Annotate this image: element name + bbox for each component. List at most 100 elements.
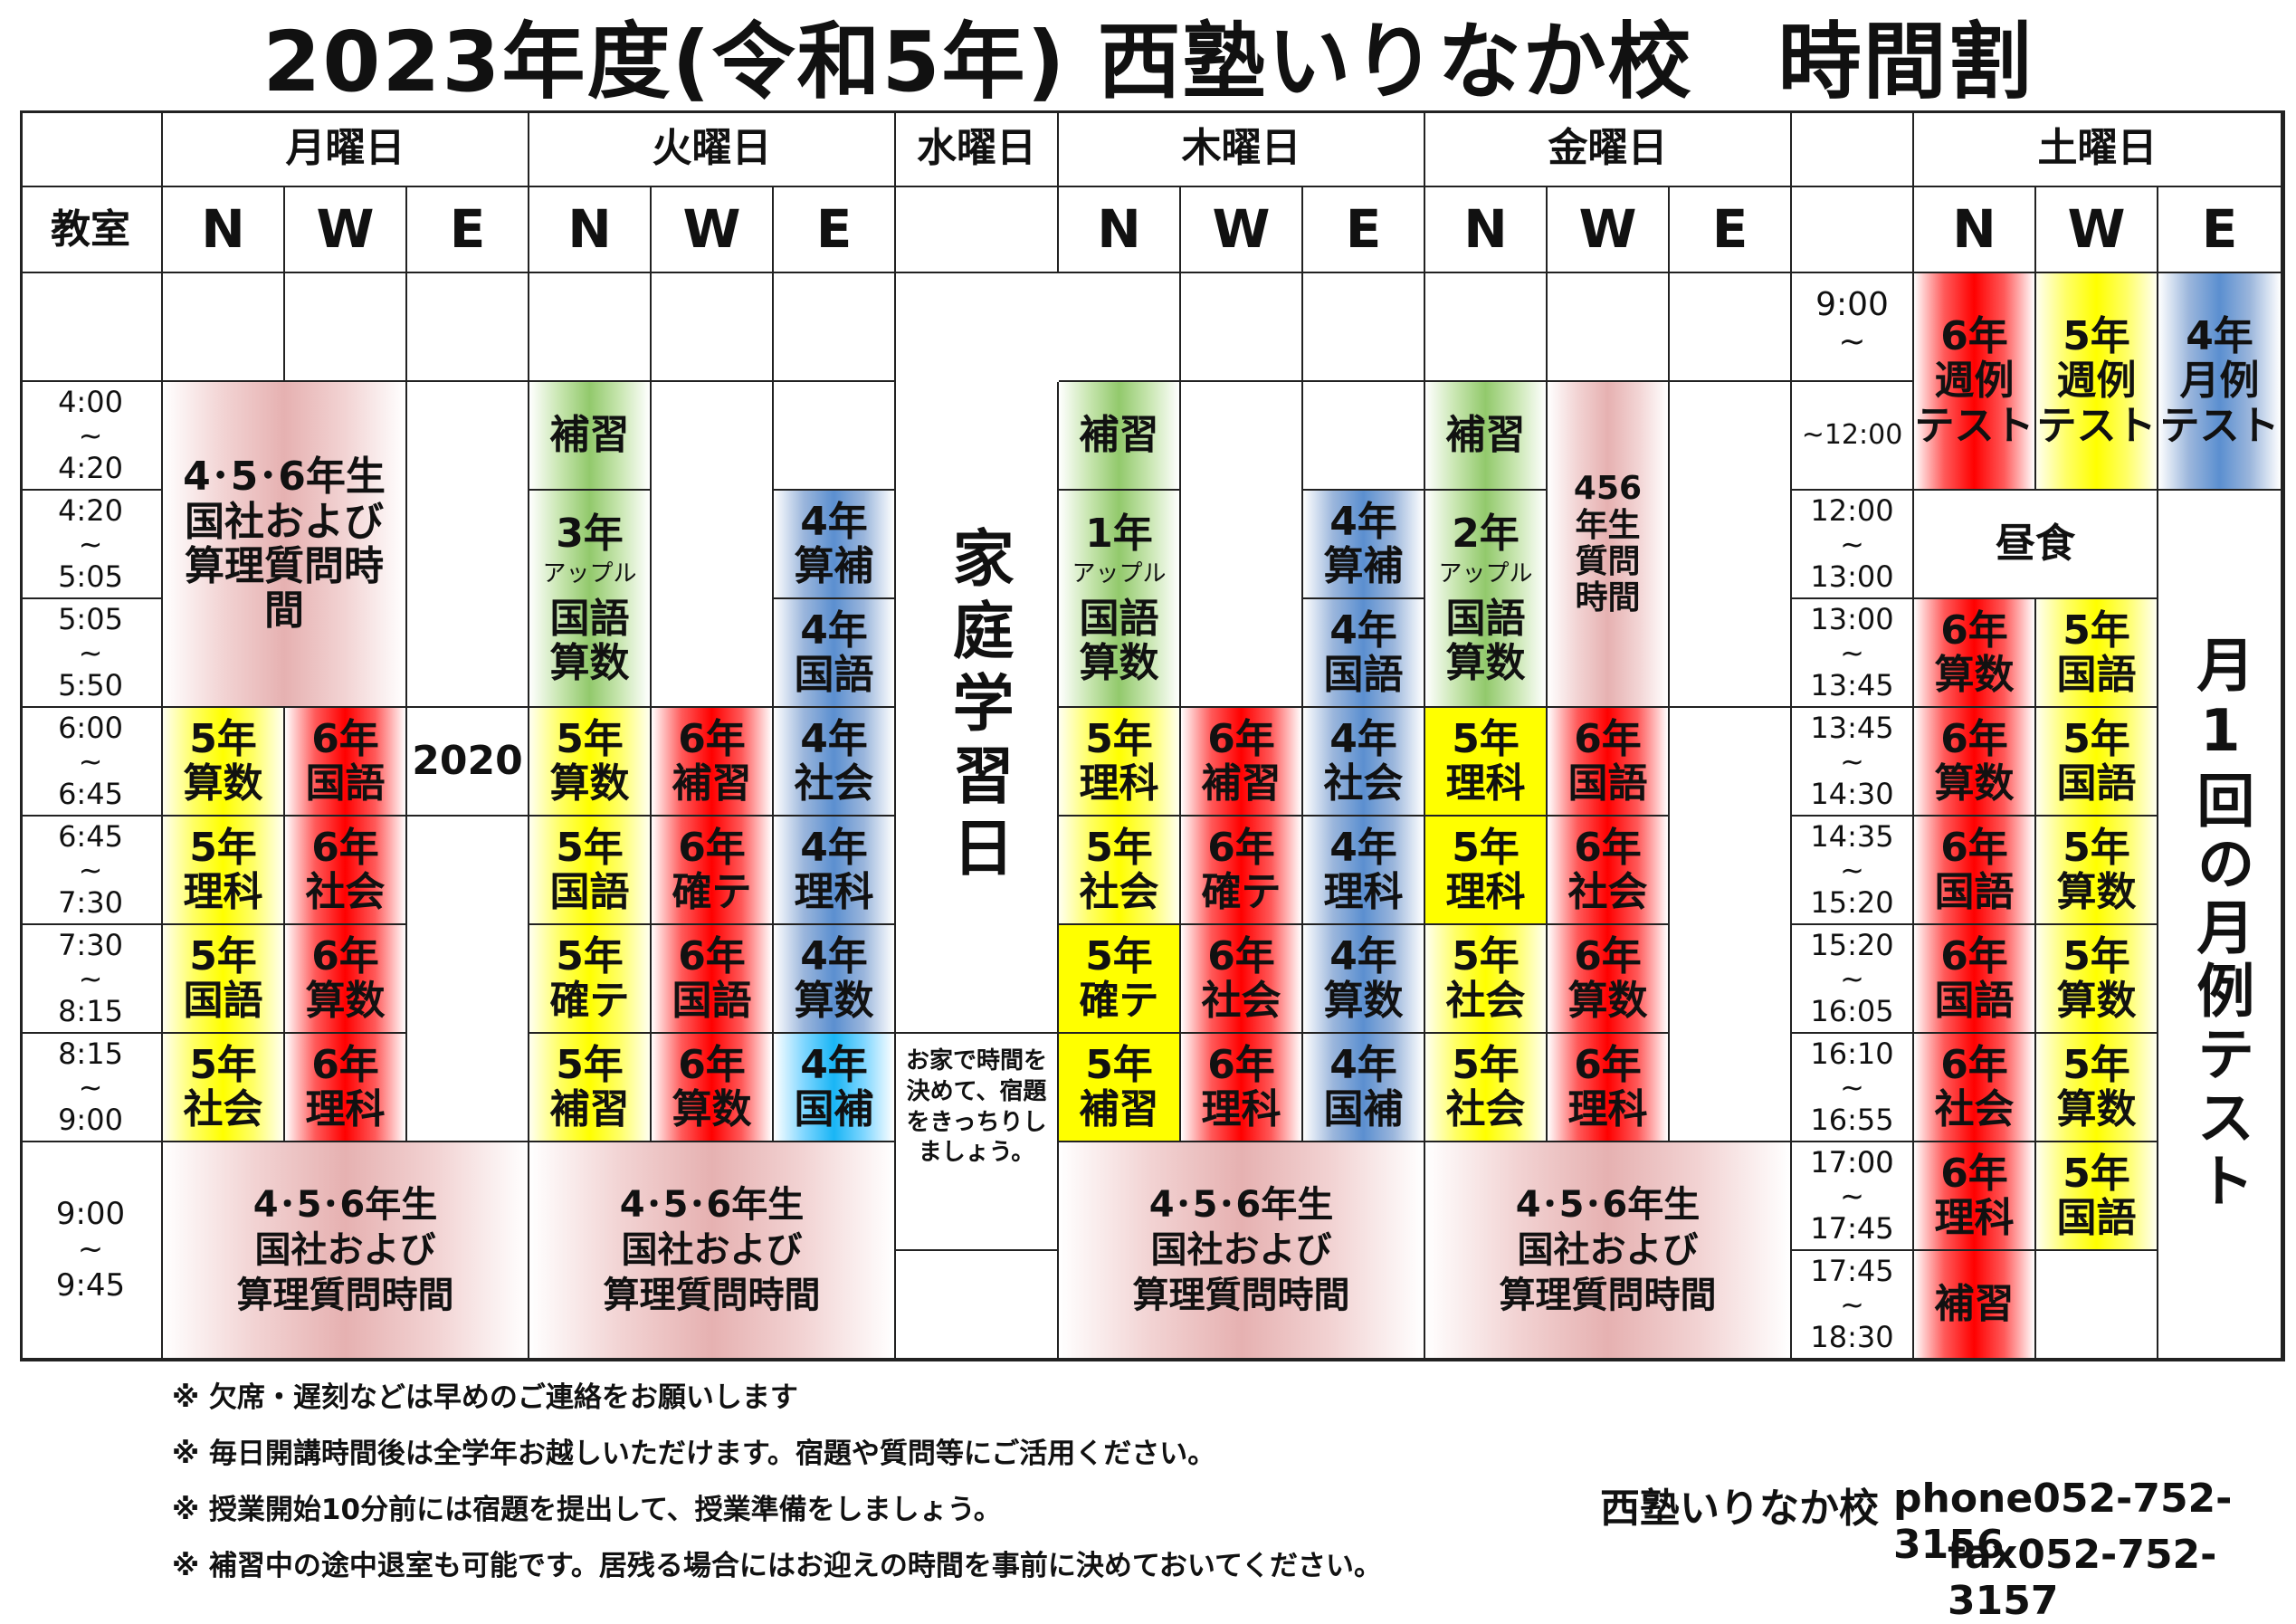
tuesday-e-top: 4年 国語 (774, 599, 896, 708)
contact-fax: fax052-752-3157 (1948, 1532, 2217, 1624)
fri-n-lesson: 5年 理科 (1425, 817, 1548, 925)
fri-w-lesson: 6年 社会 (1548, 817, 1670, 925)
room-w-header: W (2036, 187, 2158, 273)
friday-apple-class: 2年 アップル 国語 算数 (1425, 491, 1548, 708)
time-blank (20, 273, 163, 382)
tue-w-lesson: 6年 国語 (652, 925, 774, 1034)
mon-e-note: 2020 (407, 708, 529, 817)
room-e-header: E (1670, 187, 1792, 273)
room-w-header: W (1181, 187, 1303, 273)
sat-time: 14:35 ~ 15:20 (1792, 817, 1914, 925)
empty-cell (2036, 1251, 2158, 1360)
room-w-header: W (652, 187, 774, 273)
fri-question-bottom: 4･5･6年生 国社および 算理質問時間 (1425, 1142, 1792, 1360)
empty-cell (774, 382, 896, 491)
empty-cell (163, 273, 285, 382)
empty-cell (1670, 708, 1792, 1142)
room-w-header: W (285, 187, 407, 273)
header-blank-sat-time (1792, 110, 1914, 187)
contact-phone: phone052-752-3156 (1893, 1476, 2233, 1568)
day-friday: 金曜日 (1425, 110, 1792, 187)
sat-time: 13:45 ~ 14:30 (1792, 708, 1914, 817)
timetable (20, 110, 2285, 1361)
empty-cell (1670, 382, 1792, 708)
thu-w-lesson: 6年 補習 (1181, 708, 1303, 817)
thu-n-lesson: 5年 確テ (1059, 925, 1181, 1034)
thu-e-lesson: 4年 社会 (1303, 708, 1425, 817)
room-e-header: E (1303, 187, 1425, 273)
room-w-header: W (1548, 187, 1670, 273)
wed-home-study: 家庭学習日 (896, 382, 1059, 1034)
tue-question-bottom: 4･5･6年生 国社および 算理質問時間 (529, 1142, 896, 1360)
fri-w-lesson: 6年 算数 (1548, 925, 1670, 1034)
day-wednesday: 水曜日 (896, 110, 1059, 187)
room-blank-sat-time (1792, 187, 1914, 273)
sat-w-lesson: 5年 国語 (2036, 708, 2158, 817)
empty-cell (652, 273, 774, 382)
sat-n-lesson: 6年 理科 (1914, 1142, 2036, 1251)
sat-w-lesson: 5年 国語 (2036, 1142, 2158, 1251)
room-n-header: N (529, 187, 652, 273)
time-slot: 4:20 ~ 5:05 (20, 491, 163, 599)
classroom-label: 教室 (20, 187, 163, 273)
empty-cell (1303, 273, 1425, 382)
sat-w-lesson: 5年 算数 (2036, 925, 2158, 1034)
thu-n-lesson: 5年 社会 (1059, 817, 1181, 925)
mon-question-time: 4･5･6年生 国社および 算理質問時 間 (163, 382, 407, 708)
sat-n-lesson: 6年 社会 (1914, 1034, 2036, 1142)
thu-w-lesson: 6年 理科 (1181, 1034, 1303, 1142)
fri-n-lesson: 5年 社会 (1425, 925, 1548, 1034)
empty-cell (1059, 273, 1181, 382)
thu-e-lesson: 4年 理科 (1303, 817, 1425, 925)
tue-e-lesson: 4年 理科 (774, 817, 896, 925)
tue-w-lesson: 6年 補習 (652, 708, 774, 817)
mon-w-lesson: 6年 国語 (285, 708, 407, 817)
empty-cell (774, 273, 896, 382)
sat-time: 13:00 ~ 13:45 (1792, 599, 1914, 708)
thu-n-lesson: 5年 理科 (1059, 708, 1181, 817)
mon-n-lesson: 5年 社会 (163, 1034, 285, 1142)
empty-cell (285, 273, 407, 382)
sat-time: 17:00 ~ 17:45 (1792, 1142, 1914, 1251)
sat-test-6: 6年 週例 テスト (1914, 273, 2036, 491)
day-tuesday: 火曜日 (529, 110, 896, 187)
room-n-header: N (1059, 187, 1181, 273)
fri-w-lesson: 6年 国語 (1548, 708, 1670, 817)
mon-w-lesson: 6年 社会 (285, 817, 407, 925)
empty-cell (1303, 382, 1425, 491)
mon-n-lesson: 5年 算数 (163, 708, 285, 817)
thursday-apple-label: アップル (1072, 559, 1167, 588)
friday-apple-grade: 2年 (1452, 510, 1520, 557)
empty-cell (407, 817, 529, 1142)
tue-n-lesson: 5年 国語 (529, 817, 652, 925)
thursday-apple-class: 1年 アップル 国語 算数 (1059, 491, 1181, 708)
footnote-1: ※ 欠席・遅刻などは早めのご連絡をお願いします (172, 1381, 798, 1414)
thursday-apple-subjects: 国語 算数 (1079, 595, 1159, 687)
thursday-e-top: 4年 国語 (1303, 599, 1425, 708)
friday-hoshu: 補習 (1425, 382, 1548, 491)
room-n-header: N (1425, 187, 1548, 273)
sat-time: 16:10 ~ 16:55 (1792, 1034, 1914, 1142)
empty-cell (407, 273, 529, 382)
room-e-header: E (774, 187, 896, 273)
empty-cell (1181, 382, 1303, 708)
wed-note: お家で時間を 決めて、宿題 をきっちりし ましょう。 (896, 1034, 1059, 1251)
time-slot: 4:00 ~ 4:20 (20, 382, 163, 491)
thu-e-lesson: 4年 算数 (1303, 925, 1425, 1034)
sat-n-hoshu: 補習 (1914, 1251, 2036, 1360)
footnote-4: ※ 補習中の途中退室も可能です。居残る場合にはお迎えの時間を事前に決めておいてく… (172, 1550, 1383, 1582)
thursday-e-top: 4年 算補 (1303, 491, 1425, 599)
tue-e-lesson: 4年 国補 (774, 1034, 896, 1142)
footnote-3: ※ 授業開始10分前には宿題を提出して、授業準備をしましょう。 (172, 1494, 1002, 1526)
tuesday-apple-grade: 3年 (556, 510, 624, 557)
empty-cell (652, 382, 774, 708)
empty-cell (896, 1251, 1059, 1360)
thu-n-lesson: 5年 補習 (1059, 1034, 1181, 1142)
empty-cell (1425, 273, 1548, 382)
sat-time: 9:00 ~ (1792, 273, 1914, 382)
tuesday-e-top: 4年 算補 (774, 491, 896, 599)
sat-n-lesson: 6年 算数 (1914, 599, 2036, 708)
sat-time: 17:45 ~ 18:30 (1792, 1251, 1914, 1360)
tue-n-lesson: 5年 補習 (529, 1034, 652, 1142)
mon-question-bottom: 4･5･6年生 国社および 算理質問時間 (163, 1142, 529, 1360)
